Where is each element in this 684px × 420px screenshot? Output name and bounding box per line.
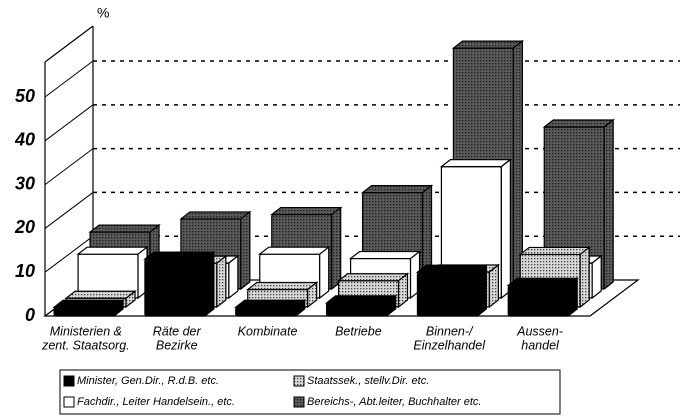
bar-top-hatch [453, 41, 523, 49]
x-tick-label: Ministerien & [50, 324, 122, 338]
bar-side [113, 299, 124, 318]
legend-label: Bereichs-, Abt.leiter, Buchhalter etc. [307, 396, 481, 408]
bar-top-hatch [544, 119, 614, 127]
legend-box [59, 369, 561, 415]
bar [324, 294, 398, 318]
bar-top [143, 251, 216, 260]
bar-side [319, 245, 330, 300]
legend-label: Staatssek., stellv.Dir. etc. [307, 375, 429, 387]
bar-front [235, 306, 297, 317]
bar-side [228, 254, 239, 300]
bar-top [415, 264, 489, 273]
bar-side [591, 254, 602, 300]
x-tick-label: handel [521, 338, 560, 352]
bar-top-hatch [271, 207, 341, 215]
legend-label: Minister, Gen.Dir., R.d.B. etc. [77, 375, 219, 387]
bar-side-hatch [513, 41, 523, 289]
bar-side-hatch [216, 256, 226, 307]
bar-top-hatch [247, 282, 317, 290]
bar-side [204, 250, 215, 318]
bar-side [476, 263, 487, 318]
bar-top [52, 299, 125, 308]
bar-front [507, 284, 569, 317]
y-tick-label: 50 [15, 86, 35, 106]
bar-side-hatch [604, 119, 614, 289]
x-tick-label: zent. Staatsorg. [41, 338, 130, 352]
bar-top-hatch [520, 247, 590, 255]
bar [143, 250, 216, 318]
bar-top [234, 299, 307, 308]
legend-swatch [63, 375, 75, 387]
bar-front [416, 271, 478, 317]
bar-side-hatch [422, 185, 432, 289]
bar-side [295, 299, 306, 318]
bar-top-hatch [362, 185, 432, 193]
y-tick-label: 40 [14, 130, 35, 150]
tick-connector [44, 60, 94, 98]
y-tick-label: 30 [15, 173, 35, 193]
bar-side [567, 277, 578, 318]
bar-top [258, 246, 331, 255]
legend-swatch [63, 396, 75, 408]
bar-top-hatch [180, 211, 250, 219]
bar-top-hatch [66, 291, 136, 299]
bar-side [500, 158, 511, 300]
legend-swatch-hatch [294, 376, 304, 386]
bar [76, 245, 149, 300]
x-tick-label: Binnen-/ [426, 324, 474, 338]
tick-connector [44, 104, 94, 142]
bar-side-hatch [331, 207, 341, 289]
bar-top-hatch [338, 273, 408, 281]
bar-front [325, 302, 388, 317]
bar-side-hatch [126, 291, 136, 307]
x-tick-label: Bezirke [156, 338, 198, 352]
tick-connector [44, 148, 94, 186]
bar-top [76, 246, 149, 255]
bar-side-hatch [580, 247, 590, 307]
y-tick-label: 20 [14, 217, 35, 237]
bar [246, 281, 319, 309]
legend-label: Fachdir., Leiter Handelsein., etc. [77, 396, 235, 408]
bar [234, 299, 307, 318]
x-tick-label: Aussen- [516, 324, 563, 338]
tick-connector [44, 235, 94, 273]
bar [52, 299, 125, 318]
x-tick-label: Betriebe [335, 324, 382, 338]
bar-top [506, 277, 579, 286]
bar-top [439, 159, 513, 168]
bar [415, 263, 489, 318]
tick-connector [44, 192, 94, 229]
bar-top [324, 295, 398, 304]
x-tick-label: Kombinate [238, 324, 298, 338]
bar-side-hatch [240, 211, 250, 289]
y-unit: % [97, 5, 109, 21]
x-tick-label: Räte der [153, 324, 202, 338]
bar-side-hatch [398, 273, 408, 307]
x-tick-label: Einzelhandel [413, 338, 486, 352]
bar-side-hatch [307, 282, 317, 307]
y-tick-label: 10 [15, 261, 35, 281]
bar-side-hatch [489, 264, 499, 307]
bar-top-hatch [90, 225, 160, 233]
bar-side [385, 294, 397, 318]
bar-front [144, 258, 206, 317]
legend-swatch-hatch [294, 397, 304, 407]
y-tick-label: 0 [25, 305, 35, 325]
bar-top [348, 250, 422, 260]
bar [506, 277, 579, 318]
left-wall-top [44, 25, 94, 63]
bar-front [53, 306, 115, 317]
